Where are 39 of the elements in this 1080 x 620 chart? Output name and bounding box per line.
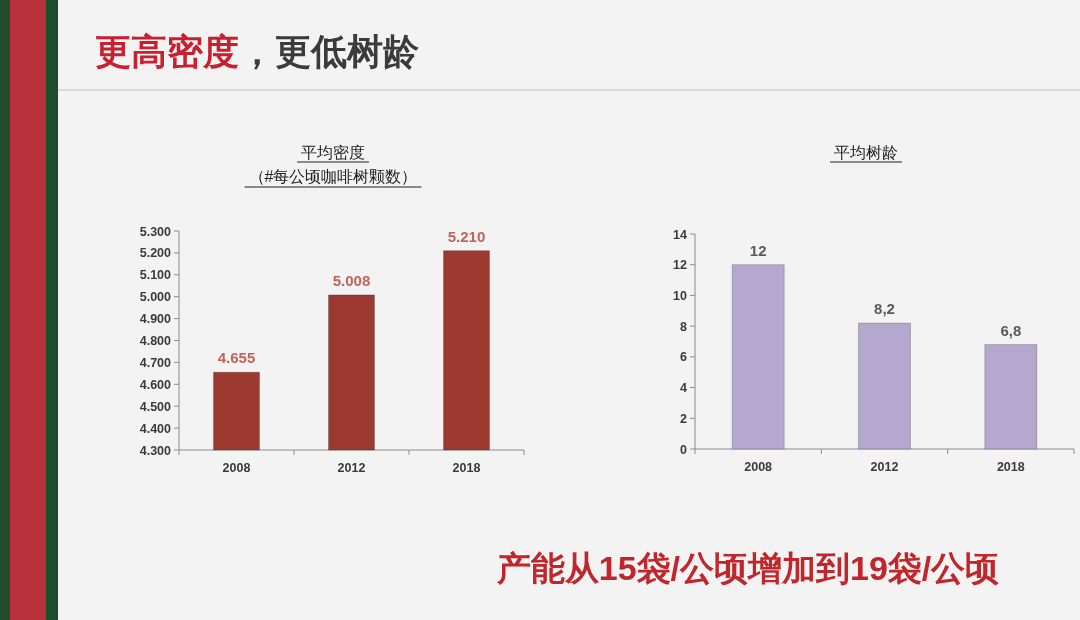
y-tick-label: 5.200 — [139, 246, 172, 261]
x-tick-label: 2008 — [744, 460, 773, 474]
y-tick-label: 4 — [680, 381, 688, 396]
y-tick-label: 6 — [680, 350, 688, 365]
x-tick-label: 2012 — [337, 461, 366, 475]
data-label: 4.655 — [217, 349, 256, 367]
data-label: 8,2 — [874, 300, 895, 318]
y-tick-label: 4.600 — [139, 377, 172, 392]
data-label: 6,8 — [1000, 321, 1022, 339]
x-tick-label: 2018 — [452, 461, 481, 475]
x-tick-label: 2018 — [996, 460, 1025, 474]
y-tick-label: 4.900 — [139, 312, 172, 327]
bar — [858, 322, 911, 450]
data-label: 12 — [749, 241, 767, 259]
y-tick-label: 0 — [680, 442, 688, 457]
y-tick-label: 14 — [673, 227, 688, 242]
text: 更高密度，更低树龄 — [95, 31, 419, 72]
x-tick-label: 2008 — [222, 461, 251, 475]
x-tick-label: 2012 — [870, 460, 899, 474]
y-tick-label: 4.300 — [139, 443, 172, 458]
y-tick-label: 8 — [680, 319, 688, 334]
y-tick-label: 5.000 — [139, 290, 172, 305]
chart-subtitle: （#每公顷咖啡树颗数） — [248, 168, 418, 185]
data-label: 5.210 — [447, 227, 486, 245]
bar — [731, 264, 785, 450]
y-tick-label: 4.700 — [139, 355, 172, 370]
y-tick-label: 4.500 — [139, 399, 172, 414]
y-tick-label: 5.300 — [139, 224, 172, 239]
y-tick-label: 4.400 — [139, 421, 172, 436]
y-tick-label: 10 — [673, 288, 688, 303]
text: 产能从15袋/公顷增加到19袋/公顷 — [495, 549, 1000, 587]
y-tick-label: 12 — [673, 258, 688, 273]
chart-title: 平均密度 — [301, 144, 365, 161]
chart-title: 平均树龄 — [834, 144, 898, 161]
bar — [984, 344, 1038, 450]
y-tick-label: 4.800 — [139, 334, 172, 348]
y-tick-label: 2 — [680, 411, 688, 426]
data-label: 5.008 — [332, 271, 371, 289]
y-tick-label: 5.100 — [139, 268, 172, 283]
